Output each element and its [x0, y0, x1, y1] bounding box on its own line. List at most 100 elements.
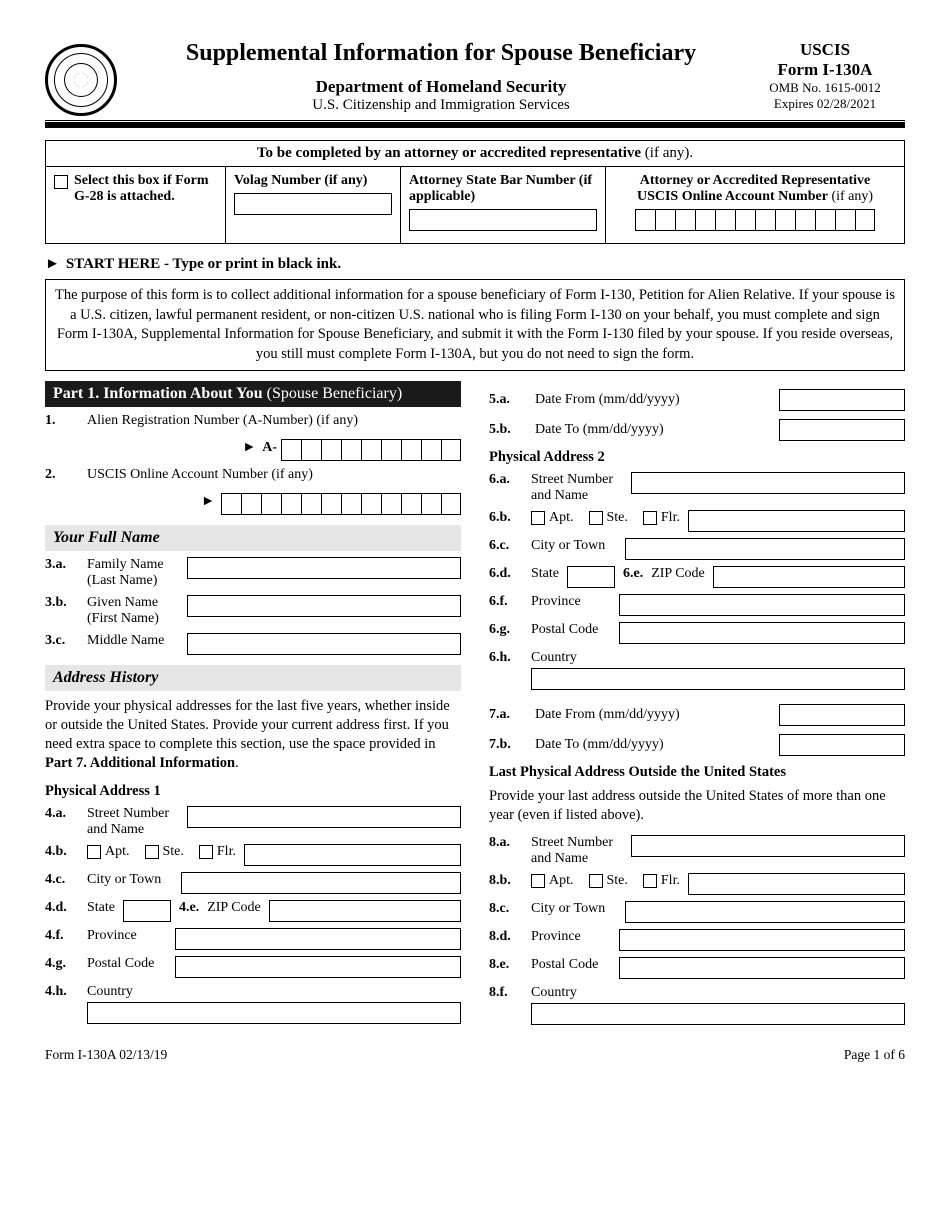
input-4b[interactable]: [244, 844, 461, 866]
atty-uscis-input[interactable]: [614, 209, 896, 231]
label-given-name: Given Name (First Name): [87, 595, 179, 627]
chk-apt-6b[interactable]: [531, 511, 545, 525]
input-5a[interactable]: [779, 389, 905, 411]
field-7b: 7.b. Date To (mm/dd/yyyy): [489, 734, 905, 756]
chk-apt-8b[interactable]: [531, 874, 545, 888]
form-header: Supplemental Information for Spouse Bene…: [45, 40, 905, 116]
input-8d[interactable]: [619, 929, 905, 951]
footer-left: Form I-130A 02/13/19: [45, 1047, 167, 1063]
field-6d: 6.d. State 6.e. ZIP Code: [489, 566, 905, 588]
attorney-section: To be completed by an attorney or accred…: [45, 140, 905, 244]
a-number-input[interactable]: [281, 439, 461, 461]
arrow-icon: ►: [242, 440, 256, 456]
last-addr-title: Last Physical Address Outside the United…: [489, 764, 905, 781]
chk-apt-4b[interactable]: [87, 845, 101, 859]
input-6b[interactable]: [688, 510, 905, 532]
input-6h[interactable]: [531, 668, 905, 690]
apt-ste-flr-6b: Apt. Ste. Flr.: [531, 510, 680, 526]
field-6g: 6.g. Postal Code: [489, 622, 905, 644]
input-family-name[interactable]: [187, 557, 461, 579]
label-6c: City or Town: [531, 538, 617, 554]
field-4a: 4.a. Street Number and Name: [45, 806, 461, 838]
input-4g[interactable]: [175, 956, 461, 978]
input-6f[interactable]: [619, 594, 905, 616]
label-6g: Postal Code: [531, 622, 611, 638]
num-6c: 6.c.: [489, 538, 523, 554]
field-7a: 7.a. Date From (mm/dd/yyyy): [489, 704, 905, 726]
label-6e: ZIP Code: [651, 566, 705, 582]
input-4c[interactable]: [181, 872, 461, 894]
num-2: 2.: [45, 467, 79, 483]
addr-instr-a: Provide your physical addresses for the …: [45, 698, 450, 752]
input-6a[interactable]: [631, 472, 905, 494]
input-7a[interactable]: [779, 704, 905, 726]
num-8c: 8.c.: [489, 901, 523, 917]
last-addr-instr: Provide your last address outside the Un…: [489, 787, 905, 825]
volag-label: Volag Number (if any): [234, 173, 392, 189]
lbl-ste-8b: Ste.: [607, 873, 628, 889]
label-6h: Country: [531, 650, 577, 666]
chk-ste-4b[interactable]: [145, 845, 159, 859]
label-8c: City or Town: [531, 901, 617, 917]
right-column: 5.a. Date From (mm/dd/yyyy) 5.b. Date To…: [489, 381, 905, 1025]
input-4a[interactable]: [187, 806, 461, 828]
num-3a: 3.a.: [45, 557, 79, 573]
input-8f[interactable]: [531, 1003, 905, 1025]
a-prefix: A-: [262, 440, 277, 456]
part1-header: Part 1. Information About You (Spouse Be…: [45, 381, 461, 407]
part1-title-b: (Spouse Beneficiary): [263, 385, 403, 402]
chk-flr-8b[interactable]: [643, 874, 657, 888]
label-4a: Street Number and Name: [87, 806, 179, 838]
label-4h: Country: [87, 984, 133, 1000]
header-center: Supplemental Information for Spouse Bene…: [137, 40, 745, 114]
volag-input[interactable]: [234, 193, 392, 215]
dept-name: Department of Homeland Security: [137, 77, 745, 97]
lbl-ste-6b: Ste.: [607, 510, 628, 526]
label-6f: Province: [531, 594, 611, 610]
label-5b: Date To (mm/dd/yyyy): [535, 422, 771, 438]
state-bar-input[interactable]: [409, 209, 597, 231]
field-4c: 4.c. City or Town: [45, 872, 461, 894]
uscis-online-input[interactable]: [221, 493, 461, 515]
omb-number: OMB No. 1615-0012: [745, 80, 905, 96]
chk-ste-8b[interactable]: [589, 874, 603, 888]
field-3c: 3.c. Middle Name: [45, 633, 461, 655]
atty-uscis-label1: Attorney or Accredited Representative: [614, 173, 896, 189]
atty-uscis-label2: USCIS Online Account Number (if any): [614, 189, 896, 205]
addr-subhead: Address History: [45, 665, 461, 691]
input-6c[interactable]: [625, 538, 905, 560]
input-6d[interactable]: [567, 566, 615, 588]
input-8c[interactable]: [625, 901, 905, 923]
attorney-heading-bold: To be completed by an attorney or accred…: [257, 145, 641, 161]
uscis-label: USCIS: [745, 40, 905, 60]
arrow-icon: ►: [201, 494, 215, 510]
input-7b[interactable]: [779, 734, 905, 756]
num-3c: 3.c.: [45, 633, 79, 649]
input-8a[interactable]: [631, 835, 905, 857]
chk-flr-6b[interactable]: [643, 511, 657, 525]
input-4h[interactable]: [87, 1002, 461, 1024]
num-6h: 6.h.: [489, 650, 523, 666]
input-4e[interactable]: [269, 900, 461, 922]
field-8d: 8.d. Province: [489, 929, 905, 951]
left-column: Part 1. Information About You (Spouse Be…: [45, 381, 461, 1025]
field-4g: 4.g. Postal Code: [45, 956, 461, 978]
part1-title-a: Part 1. Information About You: [53, 385, 263, 402]
attorney-heading-tail: (if any).: [641, 145, 693, 161]
field-6f: 6.f. Province: [489, 594, 905, 616]
input-middle-name[interactable]: [187, 633, 461, 655]
input-6g[interactable]: [619, 622, 905, 644]
label-4c: City or Town: [87, 872, 173, 888]
input-4d[interactable]: [123, 900, 171, 922]
input-4f[interactable]: [175, 928, 461, 950]
chk-ste-6b[interactable]: [589, 511, 603, 525]
label-6d: State: [531, 566, 559, 582]
input-8b[interactable]: [688, 873, 905, 895]
input-6e[interactable]: [713, 566, 905, 588]
input-given-name[interactable]: [187, 595, 461, 617]
input-5b[interactable]: [779, 419, 905, 441]
num-7b: 7.b.: [489, 737, 527, 753]
chk-flr-4b[interactable]: [199, 845, 213, 859]
input-8e[interactable]: [619, 957, 905, 979]
g28-checkbox[interactable]: [54, 175, 68, 189]
